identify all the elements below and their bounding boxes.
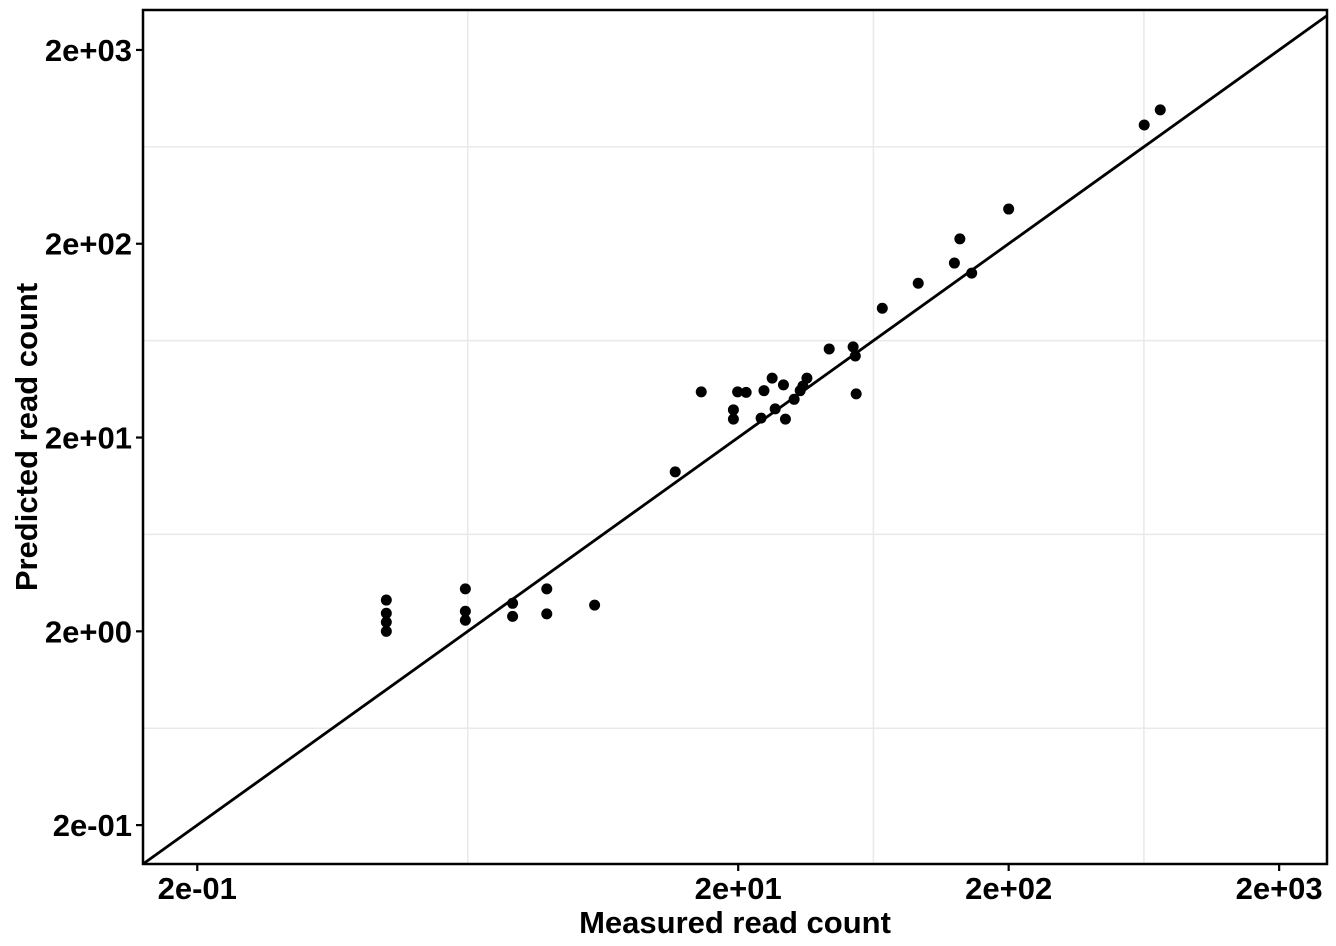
y-tick-label: 2e+00 [45,614,132,649]
data-point [1154,104,1166,116]
data-point [849,350,861,362]
data-point [380,607,392,619]
data-point [727,404,739,416]
data-point [541,583,553,595]
y-tick-label: 2e+01 [45,421,132,456]
data-point [507,610,519,622]
data-point [380,625,392,637]
data-point [801,372,813,384]
identity-line [142,14,1328,866]
data-point [541,608,553,620]
data-point [727,413,739,425]
data-point [779,413,791,425]
data-point [507,597,519,609]
data-point [1138,119,1150,131]
data-point [732,386,744,398]
data-point [459,614,471,626]
data-point [876,302,888,314]
data-point [459,605,471,617]
data-point [695,386,707,398]
data-point [788,393,800,405]
y-axis-title: Predicted read count [9,282,44,592]
data-point [847,341,859,353]
x-tick-label: 2e+01 [695,871,782,906]
x-tick-label: 2e+03 [1236,871,1323,906]
data-point [589,599,601,611]
data-point [758,385,770,397]
data-point [755,412,767,424]
data-point [380,616,392,628]
data-point [912,277,924,289]
x-axis-title: Measured read count [579,905,891,940]
data-point [954,233,966,245]
data-point [1003,203,1015,215]
data-point [823,343,835,355]
data-point [766,372,778,384]
data-point [669,466,681,478]
data-point [459,583,471,595]
y-tick-label: 2e-01 [53,808,132,843]
x-tick-label: 2e-01 [158,871,237,906]
data-point [850,388,862,400]
data-point [380,594,392,606]
data-point [777,379,789,391]
data-point [740,386,752,398]
data-point [966,267,978,279]
y-tick-label: 2e+03 [45,33,132,68]
data-point [948,257,960,269]
y-tick-label: 2e+02 [45,227,132,262]
data-point [769,403,781,415]
x-tick-label: 2e+02 [965,871,1052,906]
